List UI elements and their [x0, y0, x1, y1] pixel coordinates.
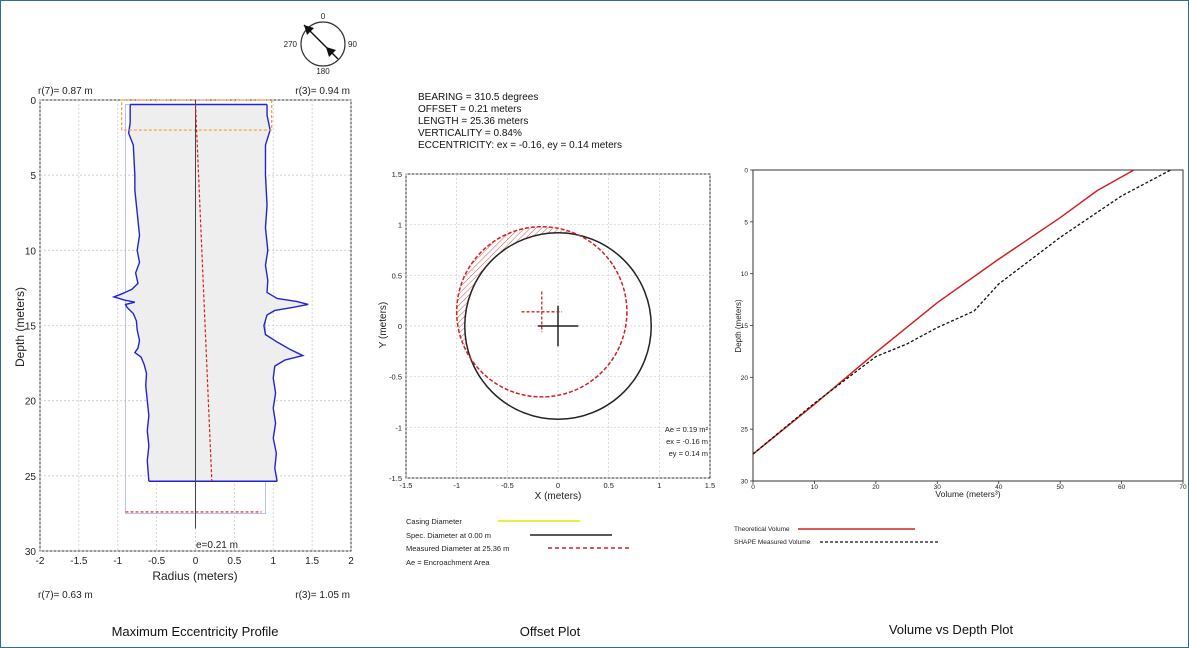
caption-volume: Volume vs Depth Plot: [889, 622, 1014, 637]
volume-x-tick-label-1: 10: [811, 484, 819, 491]
offset-annotation-ex: ex = -0.16 m: [666, 437, 708, 446]
profile-x-tick-label-4: 0: [193, 556, 199, 567]
volume-series-measured: [752, 169, 1172, 455]
legend-measured-label: Measured Diameter at 25.36 m: [406, 544, 509, 553]
offset-x-tick-label-1: -1: [453, 481, 460, 490]
volume-y-tick-label-2: 10: [741, 271, 749, 278]
volume-x-tick-label-5: 50: [1057, 484, 1065, 491]
volume-x-label: Volume (meters³): [935, 489, 1000, 499]
offset-header-line-1: BEARING = 310.5 degrees: [418, 92, 538, 103]
volume-y-label: Depth (meters): [734, 299, 743, 353]
offset-y-label: Y (meters): [378, 302, 389, 349]
profile-x-tick-label-0: -2: [36, 556, 45, 567]
offset-y-tick-label-5: 1: [398, 221, 402, 230]
volume-plot-area: [752, 169, 1184, 482]
volume-y-tick-label-6: 30: [741, 479, 749, 486]
legend-spec-label: Spec. Diameter at 0.00 m: [406, 531, 491, 540]
offset-chart: -1.5 -1 -0.5 0 0.5 1 1.5 -1.5 -1 -0.5 0 0.5 1 1.5: [389, 170, 715, 490]
compass-arrowhead-inner: [326, 47, 336, 57]
compass-rose: 0 90 180 270: [284, 12, 358, 76]
profile-x-tick-label-3: -0.5: [148, 556, 166, 567]
offset-spec-circle: [464, 232, 652, 420]
compass-arrowhead-nw: [304, 25, 314, 35]
volume-y-tick-label-1: 5: [744, 219, 748, 226]
volume-x-tick-label-2: 20: [872, 484, 880, 491]
offset-annotation-ey: ey = 0.14 m: [669, 449, 708, 458]
offset-x-tick-label-0: -1.5: [400, 481, 413, 490]
volume-legend: Theoretical Volume SHAPE Measured Volume: [734, 526, 938, 546]
profile-y-tick-label-6: 30: [25, 547, 37, 558]
offset-header-line-3: LENGTH = 25.36 meters: [418, 116, 528, 127]
profile-y-tick-label-1: 5: [30, 171, 36, 182]
profile-y-label: Depth (meters): [13, 287, 27, 367]
legend-casing-label: Casing Diameter: [406, 517, 462, 526]
compass-label-e: 90: [348, 40, 357, 49]
offset-x-tick-label-2: -0.5: [501, 481, 514, 490]
offset-x-label: X (meters): [535, 491, 582, 502]
profile-right-wall: [263, 104, 309, 482]
offset-header-line-4: VERTICALITY = 0.84%: [418, 128, 522, 139]
profile-corner-bottom-left: r(7)= 0.63 m: [38, 590, 93, 601]
profile-y-tick-label-4: 20: [25, 397, 37, 408]
profile-eccentric-line: [194, 104, 213, 482]
offset-legend: Casing Diameter Spec. Diameter at 0.00 m…: [406, 517, 630, 567]
profile-left-wall: [111, 104, 150, 482]
volume-x-tick-label-4: 40: [995, 484, 1003, 491]
offset-x-tick-label-3: 0: [556, 481, 560, 490]
volume-x-tick-label-6: 60: [1118, 484, 1126, 491]
offset-header: BEARING = 310.5 degrees OFFSET = 0.21 me…: [418, 92, 622, 151]
offset-measured-circle: [455, 225, 628, 398]
profile-x-tick-label-5: 0.5: [227, 556, 241, 567]
profile-y-tick-label-5: 25: [25, 472, 37, 483]
profile-y-tick-label-2: 10: [25, 246, 37, 257]
profile-x-tick-label-1: -1.5: [70, 556, 88, 567]
legend-theoretical-label: Theoretical Volume: [734, 526, 790, 533]
legend-ae-label: Ae = Encroachment Area: [406, 558, 490, 567]
offset-x-tick-label-5: 1: [657, 481, 661, 490]
offset-y-tick-label-4: 0.5: [392, 271, 402, 280]
volume-y-tick-label-3: 15: [741, 323, 749, 330]
compass-label-n: 0: [321, 12, 326, 21]
offset-y-tick-label-1: -1: [395, 423, 402, 432]
volume-y-tick-label-4: 20: [741, 375, 749, 382]
profile-x-tick-label-2: -1: [113, 556, 122, 567]
offset-x-tick-label-6: 1.5: [705, 481, 715, 490]
offset-annotation-ae: Ae = 0.19 m²: [665, 425, 709, 434]
profile-corner-top-right: r(3)= 0.94 m: [295, 86, 350, 97]
profile-corner-bottom-right: r(3)= 1.05 m: [295, 590, 350, 601]
caption-offset: Offset Plot: [520, 624, 581, 639]
offset-y-tick-label-6: 1.5: [392, 170, 402, 179]
volume-x-tick-label-3: 30: [934, 484, 942, 491]
profile-y-tick-label-0: 0: [30, 96, 36, 107]
offset-x-tick-label-4: 0.5: [603, 481, 613, 490]
profile-x-label: Radius (meters): [152, 569, 237, 583]
legend-measured-volume-label: SHAPE Measured Volume: [734, 539, 811, 546]
profile-shaft-fill: [113, 104, 309, 482]
profile-eccentricity-label: e=0.21 m: [196, 540, 238, 551]
volume-y-tick-label-0: 0: [744, 168, 748, 175]
volume-chart: 0 10 20 30 40 50 60 70 0 5 10 15 20 25 30: [741, 168, 1187, 492]
compass-label-s: 180: [316, 67, 330, 76]
offset-header-line-5: ECCENTRICITY: ex = -0.16, ey = 0.14 mete…: [418, 140, 622, 151]
profile-x-tick-label-7: 1.5: [305, 556, 319, 567]
volume-x-tick-label-7: 70: [1179, 484, 1187, 491]
offset-y-tick-label-3: 0: [398, 322, 402, 331]
profile-x-tick-label-6: 1: [270, 556, 276, 567]
profile-y-tick-label-3: 15: [25, 322, 37, 333]
offset-y-tick-label-2: -0.5: [389, 373, 402, 382]
profile-corner-top-left: r(7)= 0.87 m: [38, 86, 93, 97]
offset-header-line-2: OFFSET = 0.21 meters: [418, 104, 521, 115]
profile-x-tick-label-8: 2: [348, 556, 354, 567]
caption-profile: Maximum Eccentricity Profile: [112, 624, 279, 639]
volume-x-tick-label-0: 0: [751, 484, 755, 491]
compass-label-w: 270: [284, 40, 298, 49]
offset-y-tick-label-0: -1.5: [389, 474, 402, 483]
volume-y-tick-label-5: 25: [741, 427, 749, 434]
